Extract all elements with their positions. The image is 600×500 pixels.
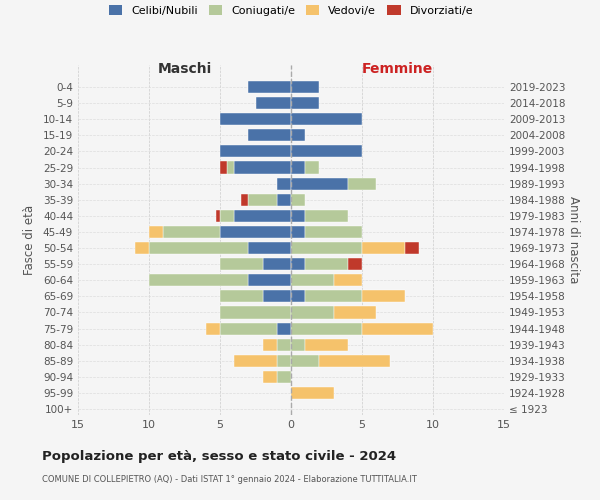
Bar <box>305 226 362 238</box>
Text: Femmine: Femmine <box>362 62 433 76</box>
Text: Maschi: Maschi <box>157 62 212 76</box>
Bar <box>220 258 263 270</box>
Bar <box>362 242 404 254</box>
Bar <box>220 146 291 158</box>
Bar <box>291 129 305 141</box>
Bar <box>291 97 319 109</box>
Bar <box>220 306 291 318</box>
Bar <box>277 371 291 383</box>
Bar <box>291 146 362 158</box>
Bar <box>220 162 227 173</box>
Bar <box>227 162 234 173</box>
Bar <box>220 210 234 222</box>
Bar <box>319 355 391 367</box>
Bar <box>334 306 376 318</box>
Bar <box>291 355 319 367</box>
Bar <box>291 274 334 286</box>
Bar <box>305 338 348 351</box>
Bar <box>291 194 305 206</box>
Bar <box>263 258 291 270</box>
Bar <box>305 290 362 302</box>
Bar <box>291 387 334 399</box>
Bar <box>234 210 291 222</box>
Bar <box>348 258 362 270</box>
Bar <box>248 242 291 254</box>
Bar <box>404 242 419 254</box>
Text: Popolazione per età, sesso e stato civile - 2024: Popolazione per età, sesso e stato civil… <box>42 450 396 463</box>
Bar <box>291 290 305 302</box>
Bar <box>277 355 291 367</box>
Bar <box>216 210 220 222</box>
Y-axis label: Anni di nascita: Anni di nascita <box>566 196 580 284</box>
Bar <box>291 81 319 93</box>
Bar <box>248 194 277 206</box>
Bar <box>291 162 305 173</box>
Bar <box>149 274 248 286</box>
Bar <box>241 194 248 206</box>
Bar <box>291 306 334 318</box>
Bar <box>291 113 362 125</box>
Bar <box>149 242 248 254</box>
Bar <box>256 97 291 109</box>
Bar <box>263 290 291 302</box>
Bar <box>263 338 277 351</box>
Bar <box>291 338 305 351</box>
Bar <box>305 210 348 222</box>
Bar <box>277 322 291 334</box>
Bar <box>220 322 277 334</box>
Bar <box>277 338 291 351</box>
Bar <box>206 322 220 334</box>
Bar <box>220 226 291 238</box>
Bar <box>220 113 291 125</box>
Bar <box>362 290 404 302</box>
Bar <box>248 274 291 286</box>
Bar <box>263 371 277 383</box>
Legend: Celibi/Nubili, Coniugati/e, Vedovi/e, Divorziati/e: Celibi/Nubili, Coniugati/e, Vedovi/e, Di… <box>104 0 478 20</box>
Bar <box>220 290 263 302</box>
Bar <box>234 162 291 173</box>
Bar <box>291 226 305 238</box>
Y-axis label: Fasce di età: Fasce di età <box>23 205 36 275</box>
Bar <box>277 194 291 206</box>
Bar <box>362 322 433 334</box>
Text: COMUNE DI COLLEPIETRO (AQ) - Dati ISTAT 1° gennaio 2024 - Elaborazione TUTTITALI: COMUNE DI COLLEPIETRO (AQ) - Dati ISTAT … <box>42 475 417 484</box>
Bar <box>291 210 305 222</box>
Bar <box>348 178 376 190</box>
Bar <box>135 242 149 254</box>
Bar <box>305 162 319 173</box>
Bar <box>291 322 362 334</box>
Bar <box>291 258 305 270</box>
Bar <box>248 81 291 93</box>
Bar <box>277 178 291 190</box>
Bar <box>248 129 291 141</box>
Bar <box>305 258 348 270</box>
Bar <box>234 355 277 367</box>
Bar <box>149 226 163 238</box>
Bar <box>163 226 220 238</box>
Bar <box>291 242 362 254</box>
Bar <box>291 178 348 190</box>
Bar <box>334 274 362 286</box>
